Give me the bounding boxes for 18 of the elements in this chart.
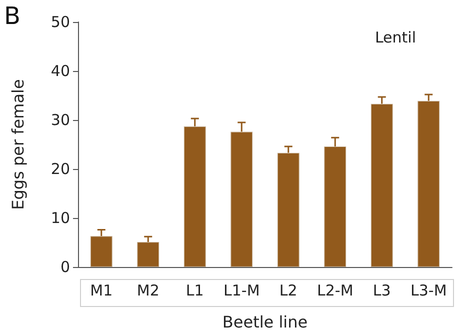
y-tick-label: 50 bbox=[50, 13, 70, 31]
x-tick-label: M2 bbox=[136, 282, 160, 300]
x-axis-title: Beetle line bbox=[222, 312, 308, 332]
x-tick-label: L1-M bbox=[223, 282, 260, 300]
y-tick-label: 10 bbox=[50, 209, 70, 227]
x-tick-label: L1 bbox=[186, 282, 204, 300]
y-tick-label: 0 bbox=[60, 258, 70, 276]
y-tick-label: 30 bbox=[50, 111, 70, 129]
y-tick-label: 40 bbox=[50, 62, 70, 80]
x-tick-label: L2 bbox=[279, 282, 298, 300]
y-axis-title: Eggs per female bbox=[8, 79, 28, 210]
text: B bbox=[4, 2, 20, 30]
y-tick-label: 20 bbox=[50, 160, 70, 178]
x-tick-label: L3-M bbox=[410, 282, 447, 300]
x-tick-label: L2-M bbox=[316, 282, 354, 300]
annotation: Lentil bbox=[374, 28, 416, 46]
x-tick-label: L3 bbox=[372, 282, 391, 300]
x-tick-label: M1 bbox=[90, 282, 113, 300]
